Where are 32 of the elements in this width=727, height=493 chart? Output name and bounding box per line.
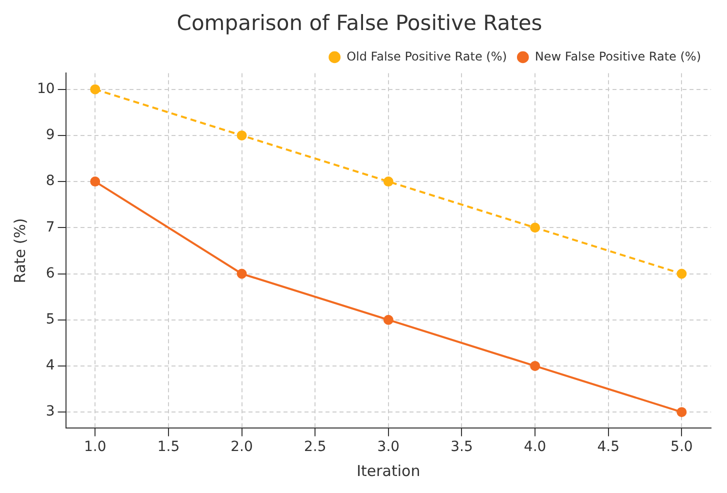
y-tick-label: 10 (36, 80, 55, 97)
legend-label: New False Positive Rate (%) (534, 49, 702, 64)
point (530, 222, 540, 233)
y-axis-title: Rate (%) (10, 218, 29, 284)
point (676, 268, 687, 279)
point (90, 176, 100, 187)
y-tick-label: 4 (46, 358, 55, 374)
x-tick-label: 2.0 (230, 439, 253, 456)
x-tick-label: 1.0 (84, 439, 106, 456)
x-tick-label: 4.5 (597, 439, 620, 456)
legend-label: Old False Positive Rate (%) (346, 49, 507, 64)
x-tick-label: 3.5 (450, 439, 473, 456)
x-tick-label: 3.0 (377, 439, 400, 456)
x-axis-title: Iteration (356, 462, 420, 480)
x-tick-label: 5.0 (670, 439, 693, 456)
y-tick-label: 7 (46, 219, 55, 236)
point (236, 268, 247, 279)
y-tick-label: 6 (46, 265, 55, 282)
chart-title: Comparison of False Positive Rates (176, 11, 542, 36)
x-tick-label: 2.5 (304, 439, 326, 456)
point (90, 84, 100, 94)
point (383, 314, 394, 325)
y-tick-label: 8 (46, 173, 55, 190)
point (676, 407, 687, 418)
x-tick-label: 4.0 (524, 439, 546, 456)
x-tick-label: 1.5 (157, 439, 180, 456)
y-tick-label: 5 (46, 311, 55, 328)
y-tick-label: 3 (46, 404, 55, 420)
point (236, 130, 247, 140)
point (383, 176, 394, 187)
y-tick-label: 9 (46, 127, 55, 144)
point (530, 360, 540, 371)
